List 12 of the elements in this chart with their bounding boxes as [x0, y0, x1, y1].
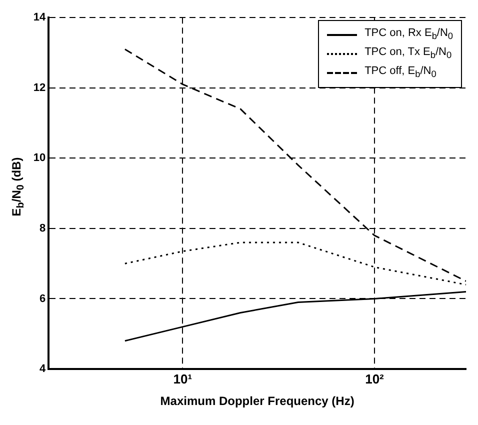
y-tick-label: 10: [33, 152, 46, 164]
x-tick-label: 10²: [365, 371, 385, 386]
x-tick-label: 10¹: [173, 371, 192, 386]
x-axis-title: Maximum Doppler Frequency (Hz): [160, 394, 354, 408]
y-tick-label: 8: [40, 222, 46, 234]
y-tick-label: 12: [33, 82, 46, 94]
y-tick-label: 4: [40, 363, 47, 376]
legend-label: TPC off, E$_{b}$/N$_{0}$: [364, 64, 436, 82]
y-tick-label: 6: [40, 292, 46, 305]
legend-label: TPC on, Tx E$_{b}$/N$_{0}$: [364, 45, 452, 62]
y-tick-label: 14: [33, 12, 47, 24]
legend-label: TPC on, Rx E$_{b}$/N$_{0}$: [364, 26, 453, 44]
